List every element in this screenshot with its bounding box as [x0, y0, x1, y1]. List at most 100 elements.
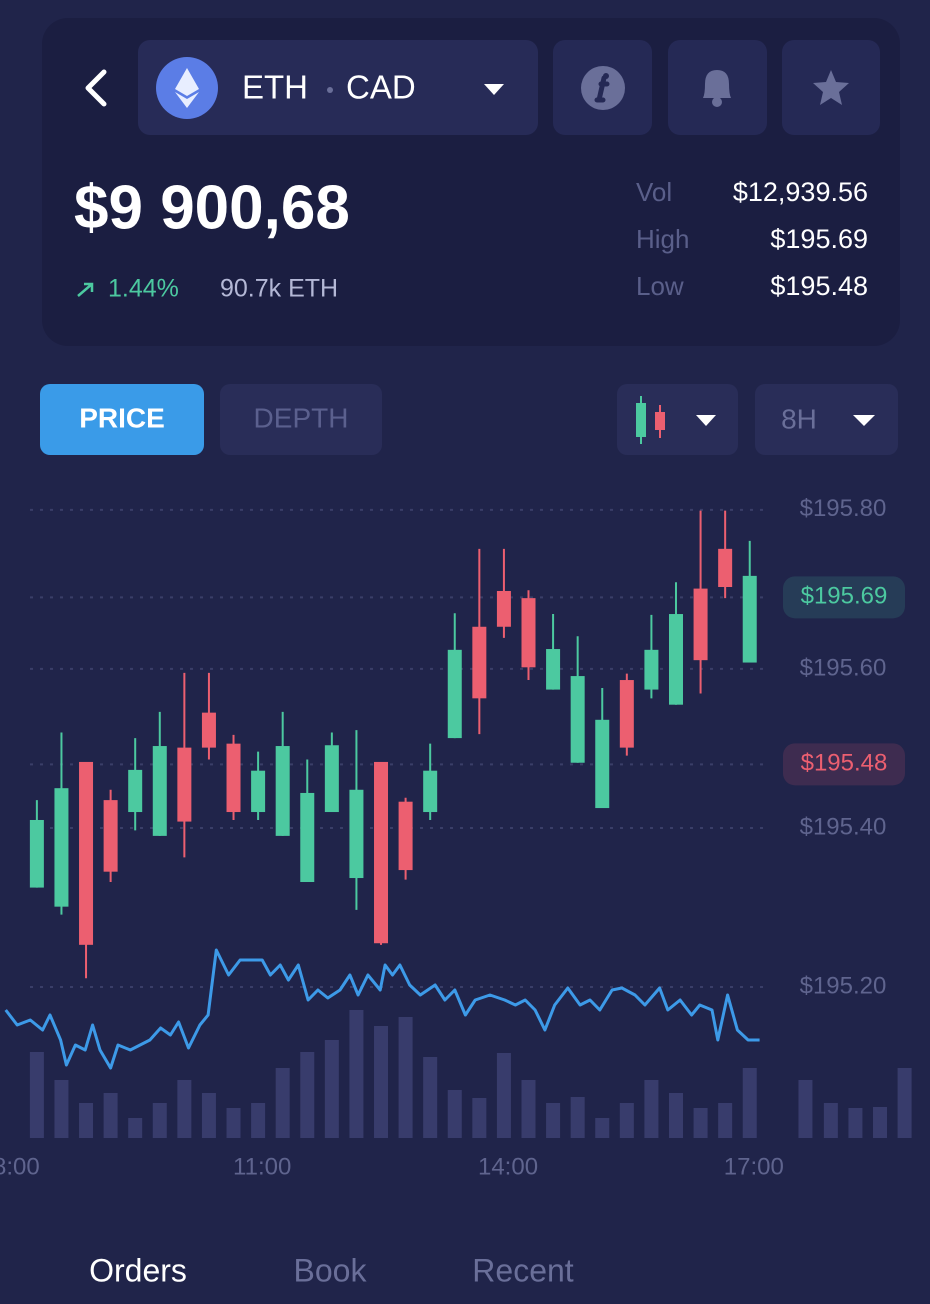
indicator-line [4, 948, 760, 1070]
volume-bar [177, 1080, 192, 1138]
stat-value: $195.69 [770, 224, 868, 254]
volume-bar [848, 1108, 863, 1138]
volume-bar [873, 1107, 888, 1138]
depth-tab-label: DEPTH [254, 402, 349, 433]
candle-body [447, 649, 462, 739]
interval-caret [853, 415, 875, 426]
volume-bar [251, 1103, 266, 1138]
candle-body [128, 769, 143, 813]
volume-bar [423, 1057, 438, 1138]
candle-body [496, 590, 511, 627]
candle-body [103, 800, 118, 872]
candles [29, 510, 757, 979]
back-button[interactable] [85, 69, 107, 107]
volume-bar [103, 1093, 118, 1138]
volume-bar [128, 1118, 143, 1138]
candle-body [546, 649, 561, 690]
stat-label: High [636, 224, 689, 254]
candle-body [423, 770, 438, 813]
volume-bar [496, 1053, 511, 1138]
interval-button[interactable] [755, 384, 898, 455]
volume-bar [595, 1118, 610, 1138]
candle-body [201, 712, 216, 748]
recent-tab[interactable]: Recent [472, 1252, 574, 1288]
candle-body [693, 588, 708, 661]
volume-bar [300, 1052, 315, 1138]
chart-type-icon [636, 403, 646, 437]
chart-type-caret [696, 415, 716, 426]
stat-label: Low [636, 271, 684, 301]
volume-bar [897, 1068, 912, 1138]
volume-bar [644, 1080, 659, 1138]
x-tick-label: 11:00 [233, 1153, 291, 1180]
volume-bar [823, 1103, 838, 1138]
pair-caret [484, 84, 504, 95]
volume-bar [718, 1103, 733, 1138]
bell-clapper [712, 97, 722, 107]
x-tick-label: 8:00 [0, 1153, 40, 1180]
volume-bar [349, 1010, 364, 1138]
volume-bar [324, 1040, 339, 1138]
volume-bar [619, 1103, 634, 1138]
candle-body [251, 770, 266, 813]
volume-bar [447, 1090, 462, 1138]
volume-bar [29, 1052, 44, 1138]
candle-body [324, 745, 339, 813]
price-tab[interactable] [40, 384, 204, 455]
candle-body [521, 598, 536, 668]
volume-bar [275, 1068, 290, 1138]
volume-bar [546, 1103, 561, 1138]
stat-value: $12,939.56 [733, 177, 868, 207]
stats: Vol $12,939.56 High $195.69 Low $195.48 [636, 177, 868, 301]
candle-body [619, 680, 634, 748]
x-tick-label: 14:00 [478, 1153, 538, 1180]
volume-bar [398, 1017, 413, 1138]
pair-separator [327, 87, 333, 93]
volume-bar [472, 1098, 487, 1138]
info-glyph [594, 75, 610, 103]
orders-tab[interactable]: Orders [89, 1252, 187, 1288]
volume-bar [570, 1097, 585, 1138]
volume-bar [693, 1108, 708, 1138]
price-marker-badge [783, 743, 905, 786]
candle-body [595, 719, 610, 809]
candle-body [374, 761, 389, 944]
volume-bar [374, 1026, 389, 1138]
candle-body [300, 792, 315, 883]
interval-label: 8H [781, 403, 817, 434]
volume-24h: 90.7k ETH [220, 275, 338, 303]
y-tick-label: $195.60 [800, 654, 887, 681]
volume-bar [79, 1103, 94, 1138]
price: $9 900,68 [74, 173, 350, 242]
candle-body [742, 575, 757, 663]
volume-bar [798, 1080, 813, 1138]
price-marker-badge [783, 576, 905, 619]
candle-body [226, 743, 241, 813]
axis-labels: $195.20 $195.40 $195.60 $195.80 $195.69 $195.… [0, 495, 905, 1180]
y-tick-label: $195.40 [800, 813, 887, 840]
volume-bar [668, 1093, 683, 1138]
book-tab[interactable]: Book [294, 1252, 368, 1288]
price-marker-label: $195.48 [801, 750, 888, 777]
pair-selector[interactable] [138, 40, 538, 135]
volume-bar [226, 1108, 241, 1138]
eth-logo-glyph [175, 68, 199, 108]
candle-body [54, 788, 69, 907]
candle-body [29, 819, 44, 888]
depth-tab[interactable] [220, 384, 382, 455]
candle-body [79, 761, 94, 945]
candle-body [398, 801, 413, 871]
stat-value: $195.48 [770, 271, 868, 301]
chart-type-button[interactable] [617, 384, 738, 455]
y-tick-label: $195.80 [800, 495, 887, 522]
candle-body [570, 676, 585, 763]
candle-body [349, 789, 364, 879]
candle-body [152, 746, 167, 836]
candle-body [718, 548, 733, 588]
volume-bar [742, 1068, 757, 1138]
candle-body [668, 614, 683, 705]
volume-bar [201, 1093, 216, 1138]
candle-body [472, 626, 487, 699]
